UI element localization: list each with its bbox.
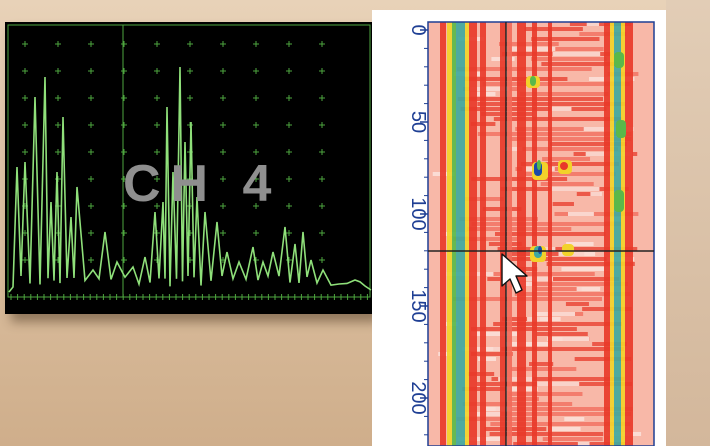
ascan-plot (7, 24, 372, 300)
depth-tick-label: 0 (407, 24, 429, 35)
depth-tick-label: 50 (407, 111, 429, 133)
bscan-frame (427, 21, 655, 446)
ascan-grid (22, 41, 325, 263)
depth-axis: 0 50 100 150 200 (407, 24, 429, 436)
bscan-heatmap (428, 22, 654, 446)
bscan-display[interactable]: 0 50 100 150 200 (372, 10, 666, 446)
depth-tick-label: 150 (407, 289, 429, 322)
arrow-cursor-icon (501, 253, 528, 294)
depth-tick-label: 200 (407, 381, 429, 414)
ascan-baseline-ticks (10, 294, 368, 300)
background-edge (666, 0, 710, 446)
ascan-display: CH 4 (5, 22, 373, 314)
ascan-waveform (8, 66, 372, 293)
depth-tick-label: 100 (407, 197, 429, 230)
bscan-plot[interactable]: 0 50 100 150 200 (372, 10, 666, 446)
